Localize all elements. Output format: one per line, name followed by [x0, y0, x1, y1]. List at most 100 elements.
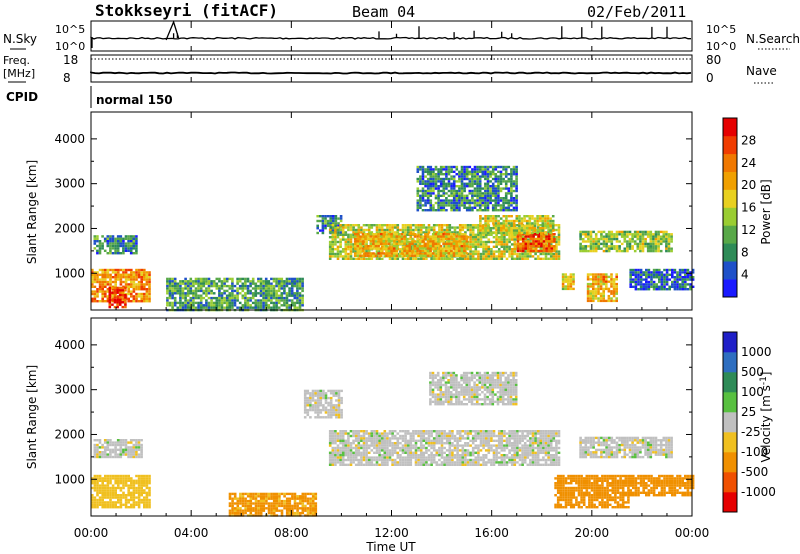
scatter-cell	[452, 237, 456, 241]
scatter-cell	[290, 284, 294, 288]
scatter-cell	[468, 170, 472, 173]
scatter-cell	[615, 290, 618, 293]
scatter-cell	[444, 237, 448, 241]
scatter-cell	[505, 243, 509, 246]
scatter-cell	[453, 250, 457, 253]
scatter-cell	[416, 180, 420, 183]
scatter-cell	[111, 455, 115, 459]
scatter-cell	[487, 233, 491, 236]
scatter-cell	[443, 456, 446, 459]
scatter-cell	[652, 235, 655, 238]
scatter-cell	[339, 240, 342, 244]
scatter-cell	[442, 187, 446, 190]
scatter-cell	[528, 217, 532, 220]
scatter-cell	[650, 276, 653, 279]
scatter-cell	[471, 255, 475, 258]
scatter-cell	[251, 280, 255, 283]
scatter-cell	[516, 245, 520, 248]
scatter-cell	[405, 252, 409, 255]
scatter-cell	[659, 240, 663, 243]
scatter-cell	[534, 249, 538, 253]
scatter-cell	[478, 192, 482, 195]
scatter-cell	[597, 275, 600, 279]
scatter-cell	[334, 255, 337, 258]
scatter-cell	[272, 301, 276, 305]
scatter-cell	[602, 287, 605, 291]
scatter-cell	[610, 242, 614, 246]
scatter-cell	[362, 463, 366, 466]
scatter-cell	[555, 228, 558, 232]
scatter-cell	[379, 233, 383, 236]
scatter-cell	[275, 289, 278, 293]
scatter-cell	[497, 250, 501, 253]
scatter-cell	[409, 437, 413, 440]
scatter-cell	[655, 276, 658, 279]
scatter-cell	[438, 442, 441, 445]
scatter-cell	[652, 245, 655, 248]
scatter-cell	[103, 453, 107, 456]
scatter-cell	[465, 194, 469, 197]
scatter-cell	[127, 283, 130, 286]
scatter-cell	[629, 276, 632, 279]
scatter-cell	[529, 245, 533, 248]
scatter-cell	[380, 432, 384, 435]
scatter-cell	[357, 449, 361, 452]
scatter-cell	[671, 273, 674, 276]
scatter-cell	[283, 299, 286, 302]
scatter-cell	[383, 430, 387, 433]
scatter-cell	[450, 194, 453, 197]
scatter-cell	[479, 224, 482, 227]
scatter-cell	[246, 296, 250, 300]
scatter-cell	[231, 289, 234, 293]
scatter-cell	[499, 231, 503, 235]
scatter-cell	[589, 273, 592, 276]
scatter-cell	[328, 250, 332, 253]
scatter-cell	[658, 268, 661, 272]
scatter-cell	[412, 456, 415, 459]
scatter-cell	[393, 233, 397, 236]
scatter-cell	[135, 237, 138, 240]
scatter-cell	[171, 289, 174, 293]
scatter-cell	[434, 247, 438, 250]
scatter-cell	[336, 454, 340, 457]
scatter-cell	[686, 283, 690, 286]
scatter-cell	[383, 439, 387, 442]
scatter-cell	[111, 280, 115, 284]
scatter-cell	[341, 430, 345, 433]
scatter-cell	[379, 240, 383, 243]
scatter-cell	[605, 273, 608, 276]
scatter-cell	[484, 215, 487, 218]
scatter-cell	[113, 296, 117, 299]
scatter-cell	[581, 240, 585, 243]
scatter-cell	[349, 449, 353, 452]
scatter-cell	[369, 252, 373, 255]
scatter-cell	[466, 437, 470, 440]
scatter-cell	[515, 165, 518, 169]
scatter-cell	[293, 304, 297, 307]
scatter-cell	[440, 226, 444, 229]
scatter-cell	[367, 226, 371, 229]
scatter-cell	[689, 283, 692, 286]
scatter-cell	[520, 229, 524, 232]
scatter-cell	[499, 180, 503, 183]
scatter-cell	[367, 231, 371, 234]
scatter-cell	[127, 278, 130, 281]
scatter-cell	[429, 189, 433, 193]
scatter-cell	[482, 446, 485, 450]
scatter-cell	[516, 237, 520, 241]
scatter-cell	[106, 244, 110, 248]
scatter-cell	[561, 282, 565, 286]
scatter-cell	[663, 283, 666, 286]
scatter-cell	[406, 257, 410, 260]
scatter-cell	[168, 277, 172, 281]
scatter-cell	[406, 224, 410, 227]
scatter-cell	[464, 449, 467, 452]
scatter-cell	[482, 444, 485, 447]
scatter-cell	[654, 237, 658, 241]
scatter-cell	[607, 233, 611, 236]
scatter-cell	[404, 224, 407, 227]
scatter-cell	[445, 439, 449, 442]
scatter-cell	[249, 296, 252, 300]
scatter-cell	[140, 292, 143, 296]
scatter-cell	[438, 432, 441, 435]
